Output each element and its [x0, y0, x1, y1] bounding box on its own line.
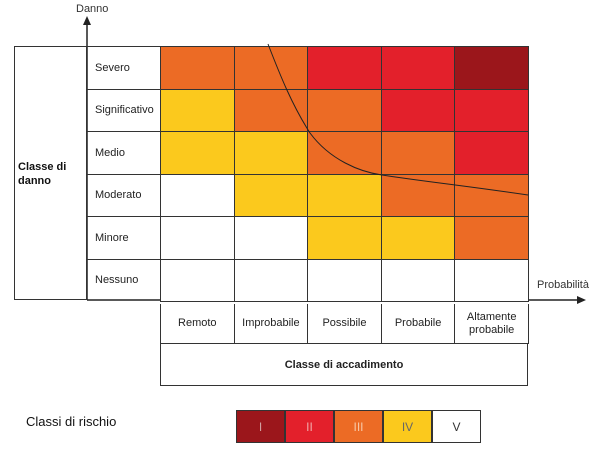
- risk-cell: [380, 216, 456, 260]
- risk-cell: [233, 258, 309, 302]
- row-label: Nessuno: [87, 258, 161, 302]
- risk-cell: [454, 216, 529, 260]
- legend-title: Classi di rischio: [26, 414, 117, 429]
- risk-cell: [160, 216, 235, 260]
- risk-cell: [454, 131, 529, 175]
- risk-cell: [454, 173, 529, 217]
- column-label: Improbabile: [233, 304, 309, 344]
- risk-cell: [454, 46, 529, 90]
- risk-cell: [307, 258, 382, 302]
- risk-cell: [380, 173, 456, 217]
- risk-cell: [380, 46, 456, 90]
- legend-item: IV: [383, 410, 432, 443]
- risk-cell: [233, 131, 309, 175]
- risk-cell: [160, 258, 235, 302]
- risk-cell: [380, 258, 456, 302]
- x-axis-title: Probabilità: [537, 279, 589, 291]
- risk-cell: [233, 46, 309, 90]
- column-label: Altamente probabile: [454, 304, 529, 344]
- y-axis-arrow-icon: [83, 16, 91, 25]
- risk-cell: [160, 173, 235, 217]
- y-axis-title: Danno: [76, 3, 109, 15]
- risk-cell: [380, 88, 456, 132]
- column-label: Remoto: [160, 304, 235, 344]
- column-label: Probabile: [380, 304, 456, 344]
- risk-cell: [233, 88, 309, 132]
- risk-cell: [454, 88, 529, 132]
- risk-cell: [307, 131, 382, 175]
- risk-cell: [307, 173, 382, 217]
- row-label: Moderato: [87, 173, 161, 217]
- risk-cell: [307, 88, 382, 132]
- risk-cell: [233, 173, 309, 217]
- occurrence-class-title: Classe di accadimento: [284, 358, 404, 371]
- x-axis-arrow-icon: [577, 296, 586, 304]
- occurrence-class-box: Classe di accadimento: [160, 344, 528, 386]
- legend-item: V: [432, 410, 481, 443]
- row-label: Minore: [87, 216, 161, 259]
- legend-item: III: [334, 410, 383, 443]
- damage-class-box: [14, 46, 87, 300]
- row-label: Significativo: [87, 88, 161, 132]
- damage-class-title: Classe di danno: [18, 161, 67, 187]
- legend-item: I: [236, 410, 285, 443]
- risk-cell: [160, 46, 235, 90]
- risk-cell: [307, 216, 382, 260]
- row-label: Severo: [87, 46, 161, 89]
- risk-cell: [307, 46, 382, 90]
- risk-cell: [454, 258, 529, 302]
- legend-item: II: [285, 410, 334, 443]
- risk-cell: [233, 216, 309, 260]
- risk-cell: [380, 131, 456, 175]
- column-label: Possibile: [307, 304, 382, 344]
- row-label: Medio: [87, 131, 161, 174]
- risk-cell: [160, 88, 235, 132]
- risk-cell: [160, 131, 235, 175]
